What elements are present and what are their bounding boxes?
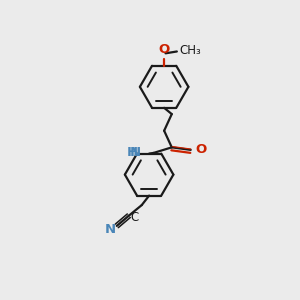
Text: O: O	[195, 143, 207, 156]
Text: O: O	[158, 43, 170, 56]
Text: N: N	[104, 223, 116, 236]
Text: N: N	[130, 146, 141, 159]
Text: CH₃: CH₃	[180, 44, 201, 57]
Text: H: H	[127, 146, 138, 159]
Text: C: C	[130, 211, 138, 224]
